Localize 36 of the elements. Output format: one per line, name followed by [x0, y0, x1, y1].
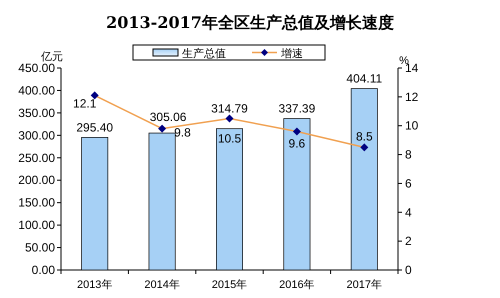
data-label: 9.6	[288, 136, 306, 150]
y-axis-title: 亿元	[40, 51, 63, 63]
x-tick-label: 2013年	[76, 279, 112, 291]
y2-tick-label: 6	[405, 176, 412, 190]
y-tick-label: 50.00	[24, 240, 56, 255]
data-label: 12.1	[73, 96, 97, 110]
data-label: 337.39	[278, 102, 316, 116]
legend-label: 生产总值	[182, 47, 226, 60]
y-tick-label: 100.00	[18, 218, 56, 232]
y2-tick-label: 0	[405, 263, 412, 277]
data-label: 10.5	[218, 132, 242, 146]
legend-label: 增速	[280, 47, 303, 60]
y-tick-label: 400.00	[18, 83, 56, 98]
chart-title: 2013-2017年全区生产总值及增长速度	[106, 13, 394, 32]
y-tick-label: 450.00	[18, 61, 56, 75]
data-label: 295.40	[76, 120, 114, 134]
data-label: 404.11	[346, 72, 383, 86]
data-label: 314.79	[211, 102, 248, 116]
y-tick-label: 200.00	[18, 173, 56, 188]
data-label: 9.8	[174, 126, 192, 140]
y-tick-label: 0.00	[32, 263, 56, 277]
y2-tick-label: 10	[405, 118, 419, 133]
x-tick-label: 2015年	[212, 279, 248, 291]
x-tick-label: 2014年	[144, 279, 180, 291]
y2-tick-label: 12	[405, 90, 419, 104]
x-tick-label: 2016年	[279, 279, 315, 291]
data-label: 8.5	[356, 129, 373, 144]
y2-tick-label: 4	[405, 205, 412, 220]
y-tick-label: 350.00	[18, 106, 56, 120]
y-tick-label: 250.00	[18, 150, 56, 165]
x-tick-label: 2017年	[346, 279, 382, 291]
y2-tick-label: 8	[405, 148, 412, 162]
y-tick-label: 300.00	[18, 128, 56, 142]
data-label: 305.06	[150, 110, 187, 124]
y2-tick-label: 2	[405, 234, 412, 248]
y-tick-label: 150.00	[18, 196, 56, 210]
